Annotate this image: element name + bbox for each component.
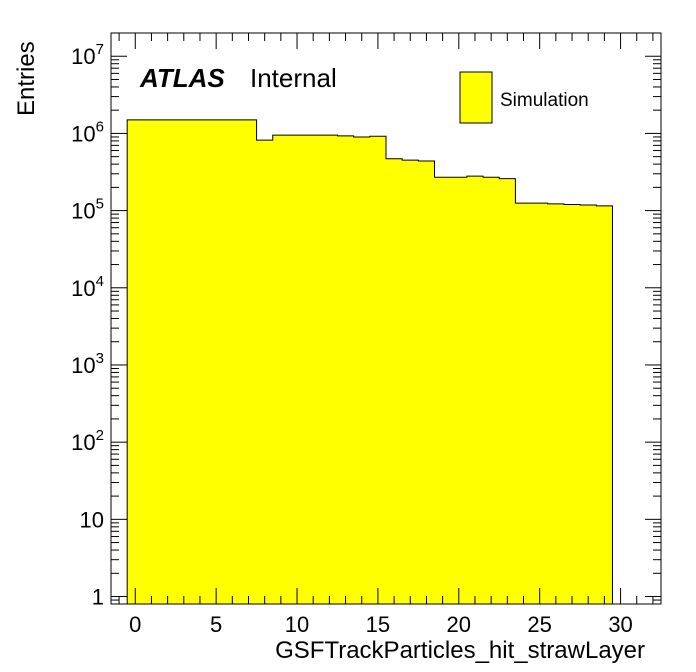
y-tick-labels: 1 10 102 103 104 105 106 107: [71, 41, 104, 609]
x-tick-label: 15: [366, 612, 390, 637]
internal-label: Internal: [250, 63, 337, 93]
y-axis-title: Entries: [13, 41, 40, 116]
y-tick-label: 107: [71, 41, 104, 69]
atlas-label: ATLAS: [139, 63, 225, 93]
x-tick-label: 10: [285, 612, 309, 637]
x-tick-label: 30: [608, 612, 632, 637]
histogram-bar: [272, 135, 290, 604]
y-tick-label: 102: [71, 427, 104, 455]
histogram-bar: [369, 136, 387, 604]
legend-swatch: [459, 71, 493, 124]
histogram-bar: [337, 135, 355, 605]
y-tick-label: 10: [80, 507, 104, 532]
x-tick-labels: 0 5 10 15 20 25 30: [129, 612, 633, 637]
histogram-bar: [288, 135, 306, 604]
x-tick-label: 0: [129, 612, 141, 637]
histogram-bar: [386, 158, 403, 604]
plot-frame: [110, 32, 662, 605]
legend-label: Simulation: [500, 90, 589, 111]
histogram-bar: [483, 177, 500, 604]
histogram-bar: [563, 204, 581, 604]
x-tick-label: 20: [447, 612, 471, 637]
y-tick-label: 103: [71, 350, 104, 378]
histogram-bar: [321, 135, 338, 604]
histogram-bar: [143, 119, 160, 604]
histogram-bar: [224, 119, 241, 604]
x-tick-label: 25: [527, 612, 551, 637]
histogram-bar: [175, 119, 193, 604]
histogram-bar: [547, 203, 565, 604]
y-tick-label: 105: [71, 196, 104, 224]
histogram-bar: [450, 177, 468, 604]
histogram-bar: [191, 119, 209, 604]
histogram-bars: [126, 119, 613, 605]
histogram-bar: [402, 160, 419, 604]
histogram-outline: [126, 119, 613, 604]
histogram-bar: [580, 205, 597, 604]
histogram-bar: [418, 160, 435, 604]
histogram-bar: [515, 203, 532, 605]
y-tick-label: 104: [71, 273, 104, 301]
legend: Simulation: [459, 71, 589, 124]
histogram-bar: [466, 176, 484, 604]
histogram-bar: [305, 135, 322, 604]
histogram-bar: [596, 205, 613, 605]
x-axis-title: GSFTrackParticles_hit_strawLayer: [275, 637, 645, 664]
histogram-bar: [240, 119, 257, 604]
histogram-bar: [256, 140, 274, 604]
histogram-bar: [208, 119, 225, 604]
y-tick-label: 1: [92, 585, 104, 610]
histogram-bar: [353, 136, 371, 605]
x-tick-label: 5: [210, 612, 222, 637]
histogram-bar: [531, 203, 549, 605]
histogram-bar: [159, 119, 177, 604]
y-tick-label: 106: [71, 118, 104, 146]
histogram-bar: [127, 119, 144, 604]
histogram-bar: [434, 177, 452, 604]
axis-ticks: [111, 32, 661, 605]
histogram-bar: [499, 178, 516, 604]
